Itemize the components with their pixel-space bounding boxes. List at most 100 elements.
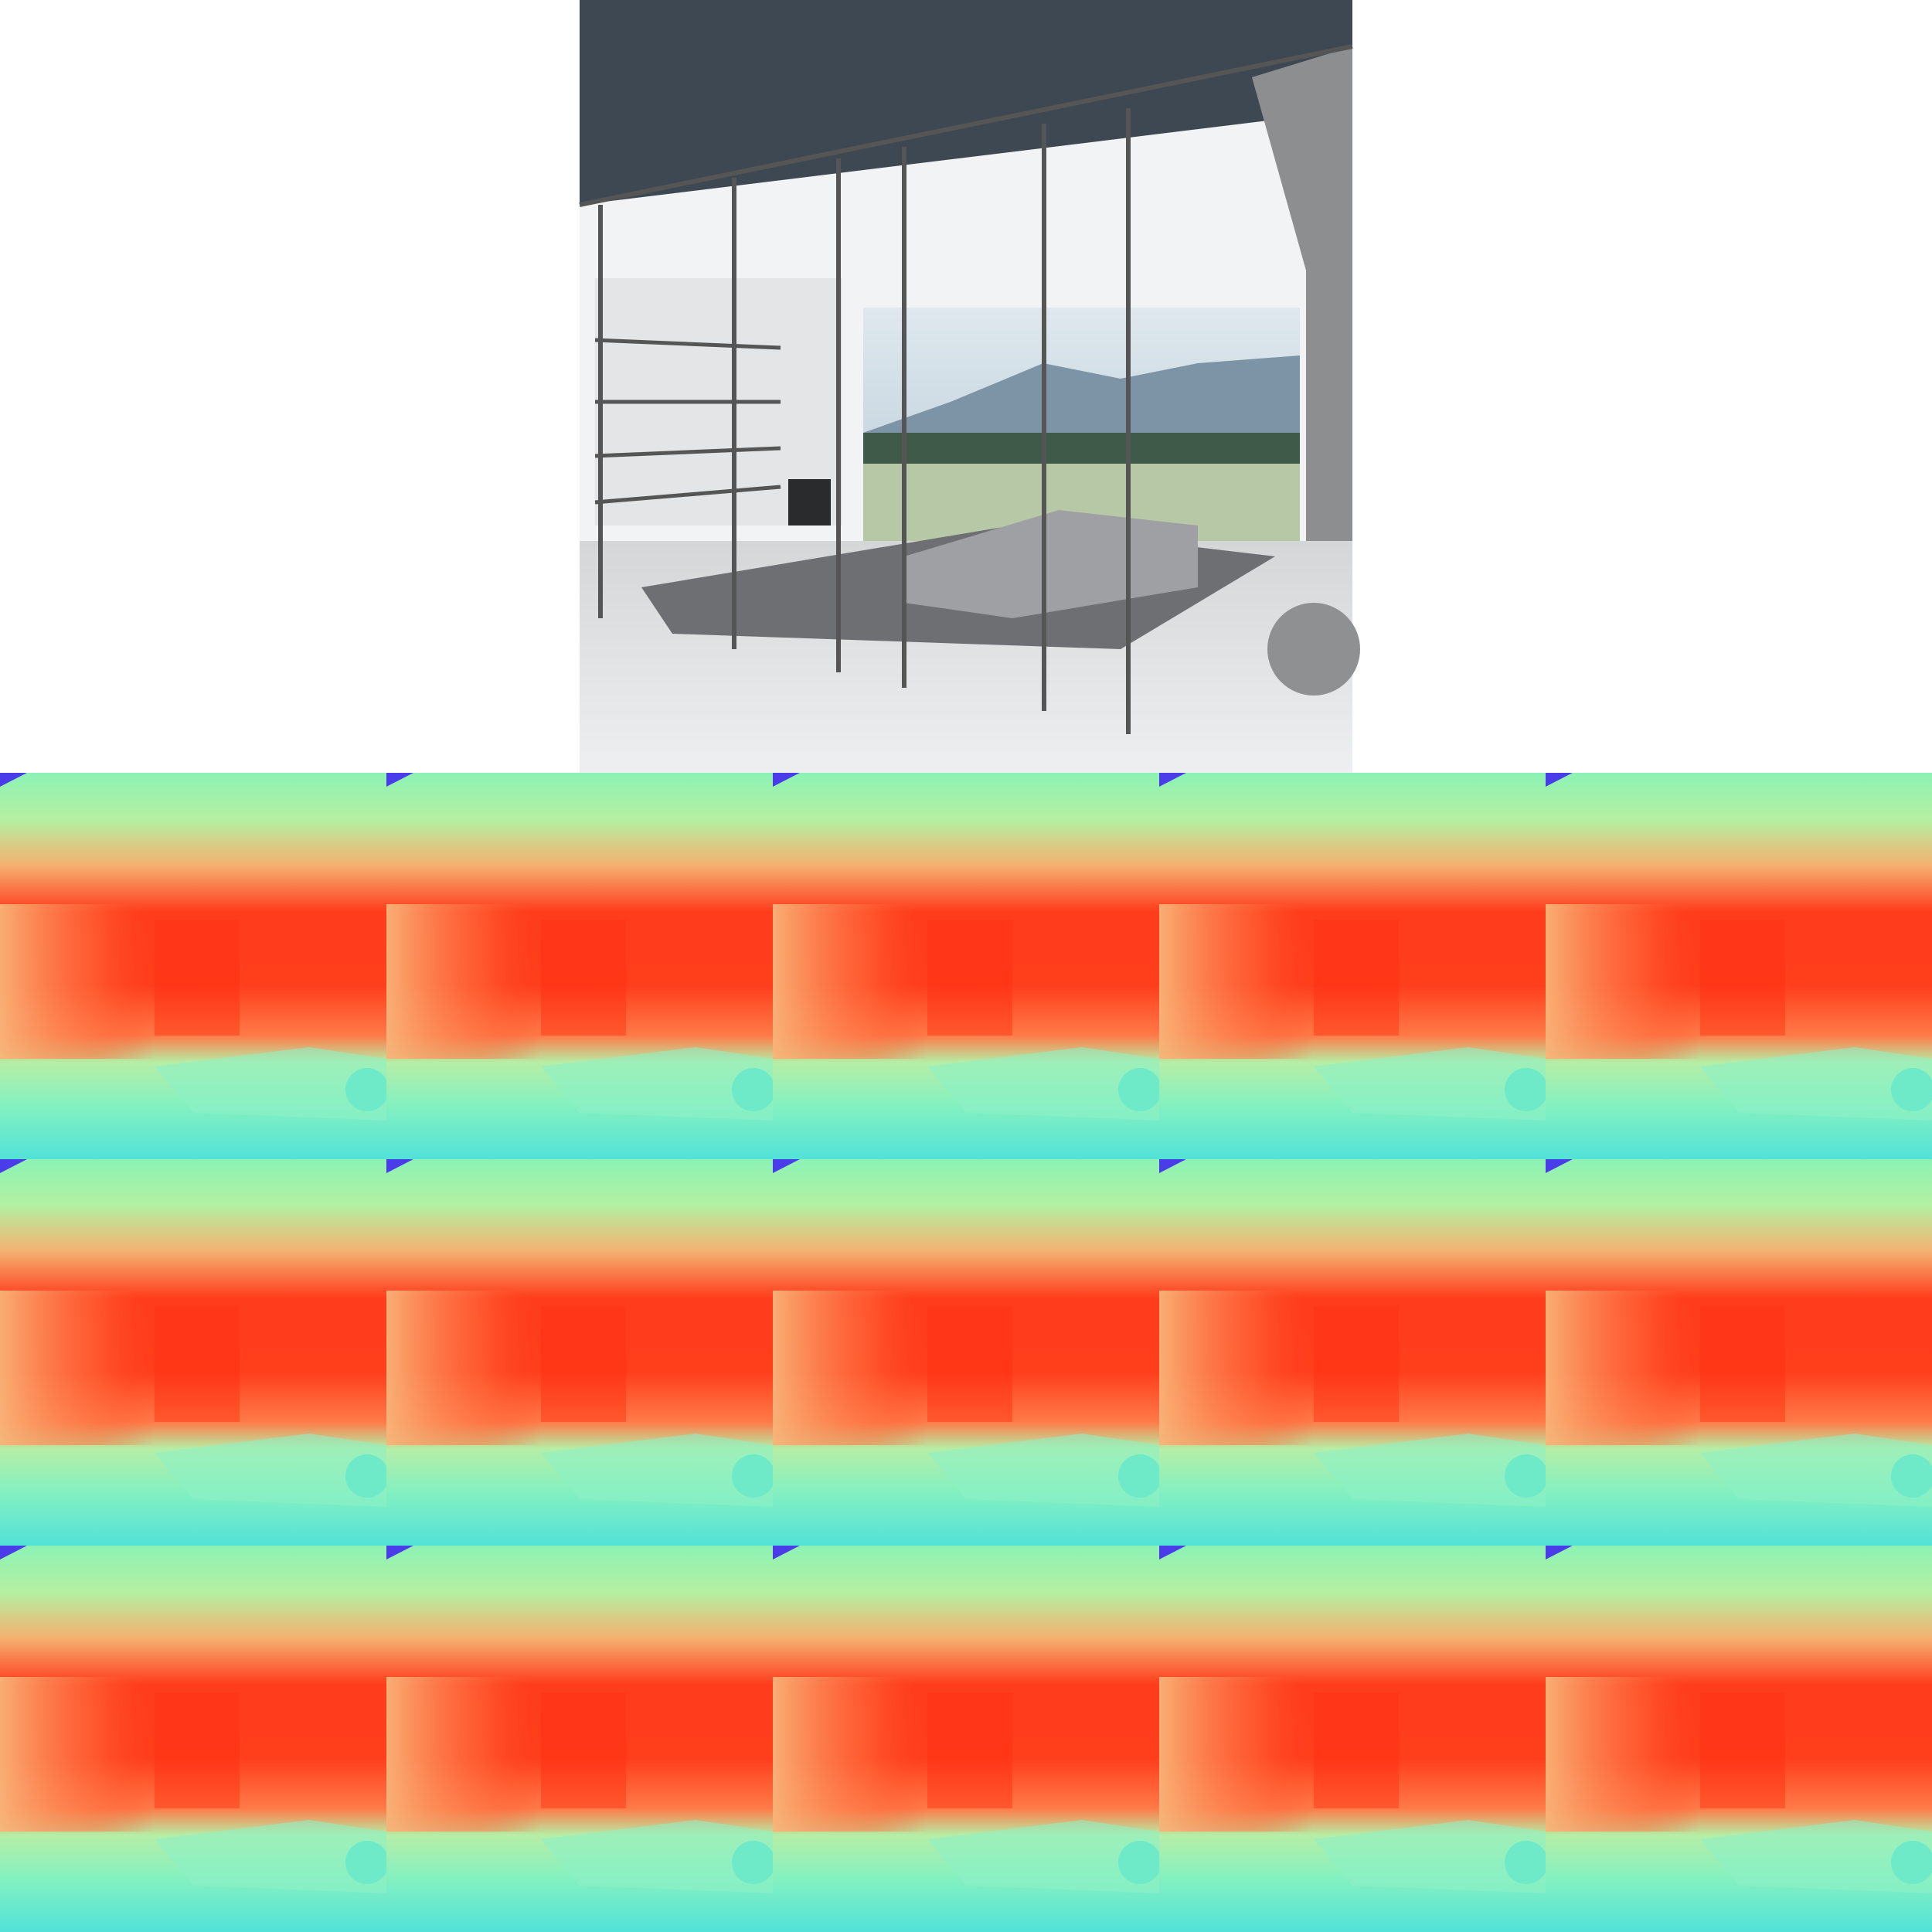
depth-floor [541, 1820, 773, 1893]
depth-map [1159, 773, 1548, 1159]
depth-panel [1700, 1306, 1785, 1422]
depth-floor [1314, 1434, 1546, 1507]
depth-floor [155, 1434, 386, 1507]
depth-floor [927, 1820, 1159, 1893]
depth-pouf [1891, 1841, 1932, 1884]
depth-map [386, 1159, 775, 1546]
depth-pouf [1505, 1841, 1548, 1884]
depth-corner [773, 773, 800, 787]
depth-pouf [1891, 1454, 1932, 1498]
depth-map [1546, 1546, 1932, 1932]
depth-pouf [345, 1454, 389, 1498]
depth-floor [155, 1820, 386, 1893]
glass-frames [579, 44, 1353, 734]
depth-pouf [732, 1841, 775, 1884]
depth-left-fade [0, 904, 386, 1059]
depth-map [0, 1546, 389, 1932]
depth-floor [541, 1434, 773, 1507]
depth-left-fade [0, 1677, 386, 1832]
depth-left-fade [386, 1677, 773, 1832]
depth-panel [155, 1306, 240, 1422]
depth-corner [1159, 773, 1186, 787]
depth-pouf [732, 1068, 775, 1111]
depth-corner [0, 1159, 27, 1173]
depth-floor [927, 1434, 1159, 1507]
depth-panel [1314, 920, 1399, 1036]
depth-left-fade [1159, 1677, 1546, 1832]
depth-left-fade [1159, 904, 1546, 1059]
depth-pouf [1505, 1454, 1548, 1498]
depth-left-fade [773, 1677, 1159, 1832]
depth-corner [0, 1546, 27, 1560]
depth-map [1159, 1159, 1548, 1546]
depth-corner [1159, 1159, 1186, 1173]
pouf [1267, 603, 1360, 696]
depth-floor [155, 1047, 386, 1121]
depth-map [773, 1159, 1162, 1546]
depth-panel [1700, 1692, 1785, 1808]
concrete-wall [1252, 46, 1352, 541]
depth-corner [1546, 773, 1573, 787]
depth-panel [1314, 1692, 1399, 1808]
depth-panel [541, 1306, 626, 1422]
depth-left-fade [773, 904, 1159, 1059]
depth-corner [386, 1546, 413, 1560]
depth-pouf [1505, 1068, 1548, 1111]
depth-pouf [1891, 1068, 1932, 1111]
depth-panel [1700, 920, 1785, 1036]
depth-left-fade [1546, 904, 1932, 1059]
depth-panel [541, 920, 626, 1036]
depth-corner [386, 773, 413, 787]
depth-pouf [732, 1454, 775, 1498]
depth-pouf [345, 1068, 389, 1111]
depth-floor [1700, 1434, 1932, 1507]
depth-map [386, 1546, 775, 1932]
depth-pouf [1118, 1068, 1162, 1111]
depth-left-fade [1546, 1291, 1932, 1445]
depth-panel [541, 1692, 626, 1808]
sofa [904, 510, 1198, 618]
depth-left-fade [773, 1291, 1159, 1445]
ceiling [580, 0, 1352, 205]
depth-panel [155, 1692, 240, 1808]
depth-floor [1314, 1820, 1546, 1893]
depth-corner [0, 773, 27, 787]
depth-corner [1546, 1159, 1573, 1173]
depth-panel [927, 920, 1012, 1036]
depth-floor [1314, 1047, 1546, 1121]
depth-floor [1700, 1820, 1932, 1893]
depth-map [773, 773, 1162, 1159]
depth-pouf [1118, 1454, 1162, 1498]
depth-panel [927, 1692, 1012, 1808]
depth-map [1546, 773, 1932, 1159]
depth-corner [1159, 1546, 1186, 1560]
room-photo [579, 0, 1360, 773]
depth-panel [1314, 1306, 1399, 1422]
depth-left-fade [386, 904, 773, 1059]
depth-pouf [1118, 1841, 1162, 1884]
depth-corner [1546, 1546, 1573, 1560]
depth-left-fade [386, 1291, 773, 1445]
depth-corner [773, 1546, 800, 1560]
depth-map [0, 1159, 389, 1546]
depth-floor [541, 1047, 773, 1121]
depth-corner [386, 1159, 413, 1173]
depth-floor [927, 1047, 1159, 1121]
depth-left-fade [1159, 1291, 1546, 1445]
depth-pouf [345, 1841, 389, 1884]
depth-map [773, 1546, 1162, 1932]
depth-left-fade [0, 1291, 386, 1445]
depth-map [1159, 1546, 1548, 1932]
shelves [594, 338, 781, 505]
depth-left-fade [1546, 1677, 1932, 1832]
depth-map [1546, 1159, 1932, 1546]
depth-map [0, 773, 389, 1159]
chair [788, 479, 831, 526]
depth-panel [155, 920, 240, 1036]
depth-map [386, 773, 775, 1159]
depth-corner [773, 1159, 800, 1173]
depth-panel [927, 1306, 1012, 1422]
depth-floor [1700, 1047, 1932, 1121]
